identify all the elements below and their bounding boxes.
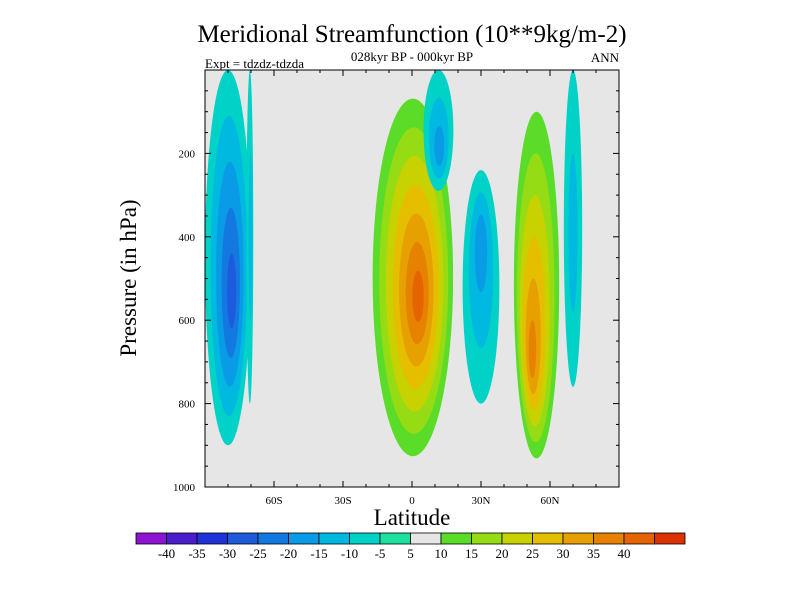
- contour-negative-f3-level-2: [434, 125, 445, 166]
- colorbar-label: 25: [526, 546, 539, 561]
- colorbar-swatch: [135, 532, 167, 545]
- contour-negative-f6-level-1: [568, 153, 578, 312]
- y-tick-label: 1000: [173, 482, 196, 494]
- experiment-label: Expt = tdzdz-tdzda: [205, 56, 304, 71]
- colorbar-label: 35: [587, 546, 600, 561]
- colorbar-swatch: [166, 532, 198, 545]
- colorbar-label: 30: [557, 546, 570, 561]
- colorbar-label: -5: [375, 546, 386, 561]
- colorbar-label: -20: [280, 546, 297, 561]
- colorbar-label: 15: [465, 546, 478, 561]
- colorbar-swatch: [379, 532, 411, 545]
- colorbar-label: -40: [158, 546, 175, 561]
- colorbar-swatch: [410, 532, 442, 545]
- colorbar-swatch: [501, 532, 533, 545]
- colorbar-swatch: [227, 532, 259, 545]
- x-tick-label: 60N: [541, 495, 560, 507]
- colorbar-swatch: [654, 532, 686, 545]
- colorbar-label: -35: [188, 546, 205, 561]
- y-tick-label: 800: [179, 399, 196, 411]
- x-tick-label: 0: [409, 495, 415, 507]
- colorbar-label: 20: [496, 546, 509, 561]
- contour-fields: [205, 70, 583, 479]
- colorbar: -40 -35 -30 -25 -20 -15 -10 -5 5 10 15 20 25 30 35 40: [135, 532, 686, 561]
- contour-negative-f1-level-1: [248, 153, 253, 321]
- colorbar-label: 5: [407, 546, 414, 561]
- colorbar-swatch: [196, 532, 228, 545]
- colorbar-label: -10: [341, 546, 358, 561]
- colorbar-swatch: [562, 532, 594, 545]
- colorbar-swatch: [349, 532, 381, 545]
- contour-positive-f2-level-7: [412, 270, 424, 322]
- x-axis-label: Latitude: [374, 505, 451, 530]
- colorbar-swatch: [288, 532, 320, 545]
- colorbar-label: -15: [310, 546, 327, 561]
- contour-negative-f0-level-4: [227, 253, 237, 329]
- chart-title: Meridional Streamfunction (10**9kg/m-2): [197, 21, 626, 48]
- colorbar-swatch: [440, 532, 472, 545]
- x-tick-label: 60S: [265, 495, 282, 507]
- x-tick-label: 30S: [334, 495, 351, 507]
- colorbar-swatch: [257, 532, 289, 545]
- colorbar-swatch: [532, 532, 564, 545]
- colorbar-swatch: [471, 532, 503, 545]
- y-tick-label: 200: [179, 148, 196, 160]
- colorbar-label: 10: [435, 546, 448, 561]
- colorbar-swatch: [593, 532, 625, 545]
- contour-negative-f4-level-2: [474, 214, 488, 293]
- colorbar-label: 40: [618, 546, 631, 561]
- y-axis-ticks: 200 400 600 800 1000: [173, 90, 619, 494]
- y-tick-label: 600: [179, 315, 196, 327]
- colorbar-swatch: [318, 532, 350, 545]
- x-axis-ticks: 60S 30S 0 30N 60N: [227, 70, 597, 507]
- colorbar-swatch: [623, 532, 655, 545]
- colorbar-label: -30: [219, 546, 236, 561]
- colorbar-label: -25: [249, 546, 266, 561]
- y-tick-label: 400: [179, 232, 196, 244]
- x-tick-label: 30N: [472, 495, 491, 507]
- season-label: ANN: [591, 50, 620, 65]
- contour-positive-f5-level-6: [528, 320, 537, 378]
- y-axis-label: Pressure (in hPa): [116, 199, 141, 356]
- chart-subtitle: 028kyr BP - 000kyr BP: [351, 49, 473, 64]
